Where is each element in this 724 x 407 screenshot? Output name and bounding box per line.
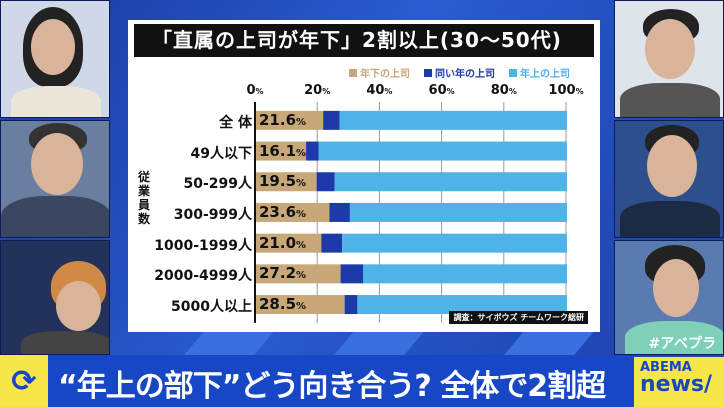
category-label: 49人以下: [190, 145, 252, 162]
x-tick-label: 100%: [548, 83, 584, 98]
data-label: 19.5%: [259, 172, 307, 191]
chart-title: 「直属の上司が年下」2割以上(30～50代): [134, 24, 594, 57]
refresh-icon: ⟳: [0, 355, 48, 407]
logo-line1: ABEMA: [640, 360, 692, 375]
chart-legend: 年下の上司 同い年の上司 年上の上司: [349, 65, 570, 80]
bar-segment-same-age: [340, 264, 364, 284]
bar-segment-same-age: [344, 295, 358, 315]
ticker-headline: “年上の部下”どう向き合う? 全体で2割超: [58, 369, 606, 404]
chart-panel: 「直属の上司が年下」2割以上(30～50代) 年下の上司 同い年の上司 年上の上…: [128, 20, 600, 332]
x-tick-label: 40%: [366, 83, 393, 98]
data-label: 16.1%: [259, 141, 307, 160]
legend-item: 年上の上司: [509, 65, 570, 80]
x-tick-label: 20%: [304, 83, 331, 98]
bar-segment-younger: [256, 233, 322, 253]
panelist-video-4: [614, 0, 724, 118]
data-label: 21.6%: [259, 110, 307, 129]
data-label: 23.6%: [259, 202, 307, 221]
category-label: 50-299人: [183, 176, 252, 193]
x-tick-label: 0%: [246, 83, 264, 98]
bar-segment-younger: [256, 172, 317, 192]
legend-item: 同い年の上司: [424, 65, 495, 80]
bar-segment-older: [349, 202, 567, 222]
bar-segment-younger: [256, 110, 324, 130]
bar-segment-older: [334, 172, 567, 192]
source-credit: 調査：サイボウズ チームワーク総研: [449, 311, 588, 324]
y-axis-label: 従業員数: [138, 170, 151, 226]
data-label: 21.0%: [259, 233, 307, 252]
panelist-video-2: [0, 120, 110, 238]
bar-segment-older: [339, 110, 567, 130]
panelist-video-6: [614, 240, 724, 355]
category-label: 全 体: [219, 114, 252, 131]
bar-segment-same-age: [323, 110, 340, 130]
panelist-video-3: [0, 240, 110, 355]
bar-segment-same-age: [321, 233, 343, 253]
bar-segment-older: [318, 141, 567, 161]
bar-segment-same-age: [329, 202, 350, 222]
data-label: 27.2%: [259, 264, 307, 283]
news-ticker: ⟳ “年上の部下”どう向き合う? 全体で2割超: [0, 355, 724, 407]
data-label: 28.5%: [259, 295, 307, 314]
bar-segment-younger: [256, 264, 341, 284]
legend-item: 年下の上司: [349, 65, 410, 80]
bar-segment-same-age: [316, 172, 335, 192]
category-label: 300-999人: [173, 206, 252, 223]
bar-segment-younger: [256, 202, 330, 222]
bar-segment-younger: [256, 295, 345, 315]
panelist-video-1: [0, 0, 110, 118]
category-label: 2000-4999人: [154, 268, 252, 285]
x-tick-label: 60%: [428, 83, 455, 98]
abema-news-logo: ABEMA news/: [634, 357, 724, 407]
bar-segment-older: [342, 233, 567, 253]
bar-segment-same-age: [306, 141, 319, 161]
logo-line2: news/: [640, 372, 713, 397]
category-label: 5000人以上: [171, 299, 252, 316]
panelist-video-5: [614, 120, 724, 238]
bar-segment-younger: [256, 141, 307, 161]
bar-segment-older: [357, 295, 567, 315]
x-tick-label: 80%: [490, 83, 517, 98]
category-label: 1000-1999人: [154, 237, 252, 254]
bar-segment-older: [363, 264, 567, 284]
chart-plot: [254, 102, 567, 323]
hashtag-label: #アベプラ: [648, 336, 716, 352]
